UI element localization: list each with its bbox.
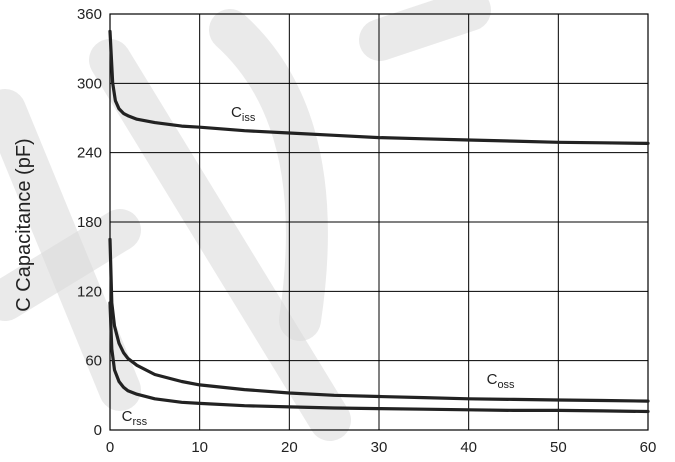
x-tick-label: 20: [281, 439, 298, 456]
watermark: [0, 0, 491, 441]
x-tick-label: 30: [371, 439, 388, 456]
grid-lines: [109, 13, 649, 431]
series-label-ciss: Ciss: [231, 104, 256, 124]
series-label-main: C: [122, 408, 133, 425]
y-tick-label: 60: [85, 353, 102, 370]
x-tick-label: 50: [550, 439, 567, 456]
series-label-subscript: iss: [242, 112, 256, 124]
y-tick-label: 0: [94, 422, 102, 439]
y-axis-title: C Capacitance (pF): [13, 138, 35, 311]
y-tick-label: 240: [77, 145, 102, 162]
series-label-main: C: [487, 371, 498, 388]
y-tick-label: 300: [77, 75, 102, 92]
x-tick-label: 10: [191, 439, 208, 456]
series-line-ciss: [108, 29, 650, 145]
series-label-crss: Crss: [122, 408, 148, 428]
series-label-subscript: rss: [133, 416, 148, 428]
x-tick-label: 0: [106, 439, 114, 456]
x-tick-label: 60: [640, 439, 657, 456]
series-label-main: C: [231, 104, 242, 121]
series-line-crss: [108, 301, 650, 414]
series-line-coss: [108, 237, 650, 403]
series-layer: [108, 29, 650, 414]
x-tick-label: 40: [460, 439, 477, 456]
y-tick-label: 180: [77, 214, 102, 231]
x-axis-tick-labels: 0 10 20 30 40 50 60: [106, 439, 657, 456]
plot-frame: [109, 13, 649, 431]
series-label-subscript: oss: [497, 379, 515, 391]
y-axis-tick-labels: 0 60 120 180 240 300 360: [77, 6, 102, 439]
y-tick-label: 120: [77, 283, 102, 300]
series-label-coss: Coss: [487, 371, 515, 391]
y-tick-label: 360: [77, 6, 102, 23]
